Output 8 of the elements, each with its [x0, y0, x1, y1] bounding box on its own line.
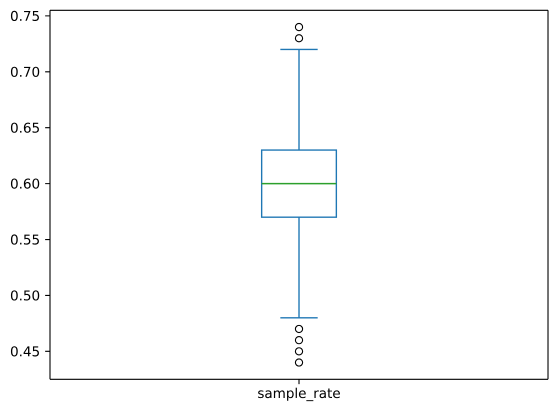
y-tick-label: 0.65	[10, 122, 39, 133]
y-tick-label: 0.60	[10, 178, 40, 189]
y-tick-label: 0.55	[10, 234, 39, 245]
y-tick-label: 0.75	[10, 10, 39, 21]
y-tick-label: 0.50	[10, 290, 40, 301]
y-tick-label: 0.45	[10, 346, 39, 356]
x-tick-label: sample_rate	[258, 388, 340, 402]
y-tick-label: 0.70	[10, 66, 40, 77]
